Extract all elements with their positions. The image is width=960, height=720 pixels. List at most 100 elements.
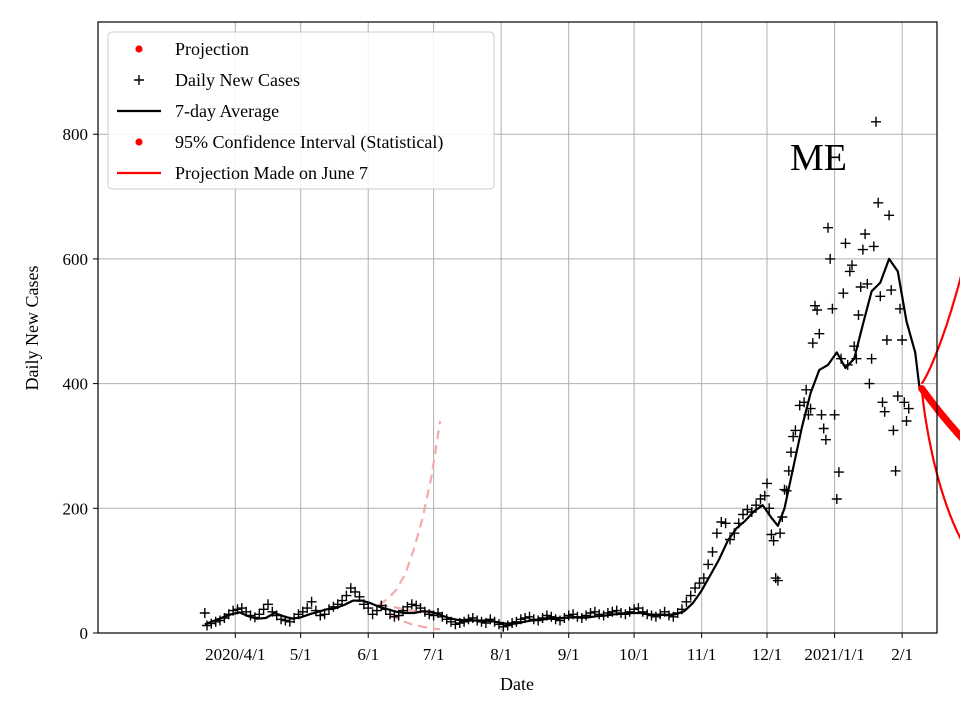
- x-axis-label: Date: [500, 674, 534, 694]
- daily-case-marker: [772, 575, 783, 586]
- daily-case-marker: [720, 518, 731, 529]
- seven-day-average-group: [204, 257, 921, 626]
- y-axis-label: Daily New Cases: [22, 266, 42, 391]
- plot-frame: [97, 21, 938, 634]
- daily-case-marker: [411, 600, 422, 611]
- daily-case-marker: [485, 614, 496, 625]
- daily-case-marker: [847, 260, 857, 271]
- daily-case-marker: [459, 616, 470, 627]
- x-tick-label: 2021/1/1: [804, 645, 864, 664]
- daily-case-marker: [807, 338, 818, 349]
- daily-case-marker: [650, 611, 661, 622]
- daily-case-marker: [476, 616, 487, 627]
- x-tick-label: 8/1: [490, 645, 512, 664]
- daily-case-marker: [881, 335, 892, 345]
- daily-case-marker: [703, 559, 714, 570]
- daily-case-marker: [694, 578, 705, 589]
- daily-case-marker: [550, 614, 561, 625]
- projection-dots-group: [918, 385, 960, 442]
- daily-case-marker: [873, 197, 884, 208]
- daily-case-marker: [825, 253, 836, 264]
- daily-case-marker: [306, 596, 317, 607]
- daily-case-marker: [833, 467, 844, 478]
- daily-case-marker: [886, 285, 897, 296]
- daily-case-marker: [901, 416, 912, 426]
- daily-case-marker: [816, 409, 827, 420]
- daily-case-marker: [897, 335, 908, 345]
- daily-case-marker: [502, 620, 513, 631]
- daily-case-marker: [892, 391, 903, 402]
- daily-case-marker: [801, 384, 812, 395]
- daily-case-marker: [681, 596, 692, 607]
- daily-case-marker: [844, 266, 855, 277]
- daily-case-marker: [829, 409, 840, 420]
- daily-case-marker: [827, 303, 838, 314]
- daily-case-marker: [862, 278, 873, 289]
- daily-case-marker: [450, 619, 461, 630]
- daily-case-marker: [868, 241, 879, 252]
- daily-case-marker: [258, 604, 269, 615]
- x-tick-label: 2/1: [891, 645, 913, 664]
- x-tick-label: 9/1: [558, 645, 580, 664]
- daily-case-marker: [770, 573, 781, 584]
- daily-case-marker: [857, 244, 868, 255]
- daily-case-marker: [864, 378, 875, 389]
- daily-case-marker: [402, 601, 413, 612]
- y-tick-label: 800: [63, 125, 89, 144]
- daily-case-marker: [814, 328, 825, 339]
- daily-case-marker: [690, 583, 701, 594]
- daily-case-marker: [707, 546, 718, 557]
- daily-case-marker: [685, 590, 696, 601]
- daily-case-marker: [716, 517, 727, 527]
- daily-case-marker: [879, 406, 890, 417]
- daily-cases-group: [199, 116, 914, 632]
- y-tick-label: 600: [63, 250, 89, 269]
- daily-case-marker: [711, 528, 722, 539]
- daily-case-marker: [581, 610, 592, 621]
- daily-case-marker: [853, 310, 864, 320]
- daily-case-marker: [202, 620, 212, 631]
- legend-dot-marker: [135, 138, 143, 146]
- daily-case-marker: [759, 490, 770, 501]
- legend-box: [107, 31, 495, 190]
- daily-case-marker: [389, 611, 400, 622]
- daily-case-marker: [877, 397, 888, 408]
- old-projection-central-line: [378, 603, 441, 616]
- daily-case-marker: [810, 300, 820, 311]
- daily-case-marker: [890, 465, 901, 476]
- daily-case-marker: [762, 478, 772, 489]
- legend-plus-marker: [134, 75, 144, 85]
- legend-dot-marker: [135, 45, 143, 53]
- state-label: ME: [790, 137, 847, 179]
- daily-case-marker: [860, 229, 871, 239]
- daily-case-marker: [831, 494, 842, 504]
- old-projection-group: [378, 420, 442, 631]
- daily-case-marker: [199, 608, 210, 618]
- legend-label: 95% Confidence Interval (Statistical): [175, 132, 443, 153]
- daily-case-marker: [746, 507, 757, 517]
- daily-case-marker: [903, 403, 914, 414]
- daily-case-marker: [637, 606, 648, 617]
- daily-case-marker: [820, 434, 831, 445]
- daily-case-marker: [888, 425, 899, 436]
- x-tick-label: 11/1: [687, 645, 717, 664]
- y-tick-label: 0: [80, 624, 89, 643]
- ci-upper-line: [920, 275, 960, 385]
- old-projection-lower-line: [378, 604, 441, 631]
- daily-case-marker: [363, 603, 374, 614]
- daily-case-marker: [790, 425, 801, 436]
- daily-case-marker: [840, 238, 851, 249]
- daily-case-marker: [899, 397, 910, 408]
- daily-case-marker: [742, 504, 753, 515]
- daily-case-marker: [302, 603, 313, 614]
- daily-case-marker: [494, 619, 504, 630]
- axis-ticks: 0 200 400 600 800 2020/4/1 5/1 6/1 7/1 8/1 9/1 10/1…: [63, 125, 913, 664]
- daily-case-marker: [818, 423, 829, 434]
- legend-label: Projection: [175, 39, 249, 59]
- x-tick-label: 5/1: [290, 645, 312, 664]
- daily-case-marker: [766, 529, 777, 540]
- daily-case-marker: [602, 608, 613, 618]
- confidence-interval-group: [920, 275, 960, 540]
- daily-case-marker: [775, 528, 786, 539]
- daily-case-marker: [563, 610, 574, 621]
